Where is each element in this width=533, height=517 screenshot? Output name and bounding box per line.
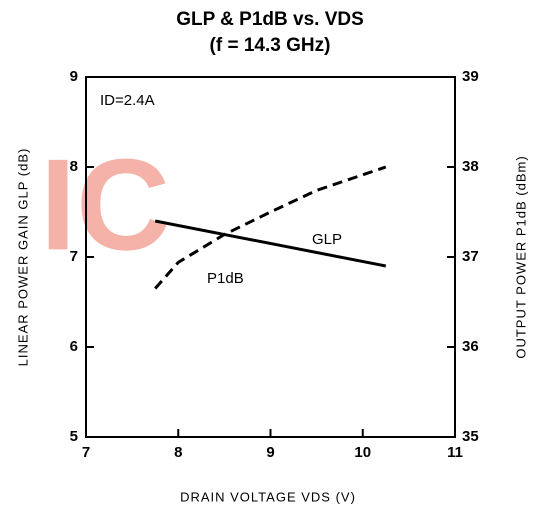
y2-tick-label: 37 (462, 248, 479, 265)
y2-tick-label: 38 (462, 158, 479, 175)
line-series (154, 165, 387, 290)
y2-tick-label: 36 (462, 338, 479, 355)
series-label: GLP (312, 231, 342, 248)
y-tick-label: 8 (70, 158, 78, 175)
line-series (154, 219, 387, 268)
x-tick-label: 10 (354, 444, 371, 461)
y-axis-label: LINEAR POWER GAIN GLP (dB) (15, 148, 30, 367)
chart-title: GLP & P1dB vs. VDS (176, 9, 364, 30)
chart-subtitle: (f = 14.3 GHz) (210, 35, 331, 56)
watermark: IC (40, 131, 170, 277)
y-tick-label: 5 (70, 428, 78, 445)
x-axis-label: DRAIN VOLTAGE VDS (V) (180, 489, 356, 504)
x-tick-label: 9 (266, 444, 274, 461)
x-tick-label: 7 (82, 444, 90, 461)
y2-axis-label: OUTPUT POWER P1dB (dBm) (513, 155, 528, 358)
y2-tick-label: 35 (462, 428, 479, 445)
y-tick-label: 6 (70, 338, 78, 355)
y2-tick-label: 39 (462, 68, 479, 85)
annotation: ID=2.4A (100, 92, 155, 109)
x-tick-label: 11 (447, 444, 463, 461)
x-tick-label: 8 (174, 444, 182, 461)
series-label: P1dB (207, 270, 244, 287)
y-tick-label: 9 (70, 68, 78, 85)
y-tick-label: 7 (70, 248, 78, 265)
